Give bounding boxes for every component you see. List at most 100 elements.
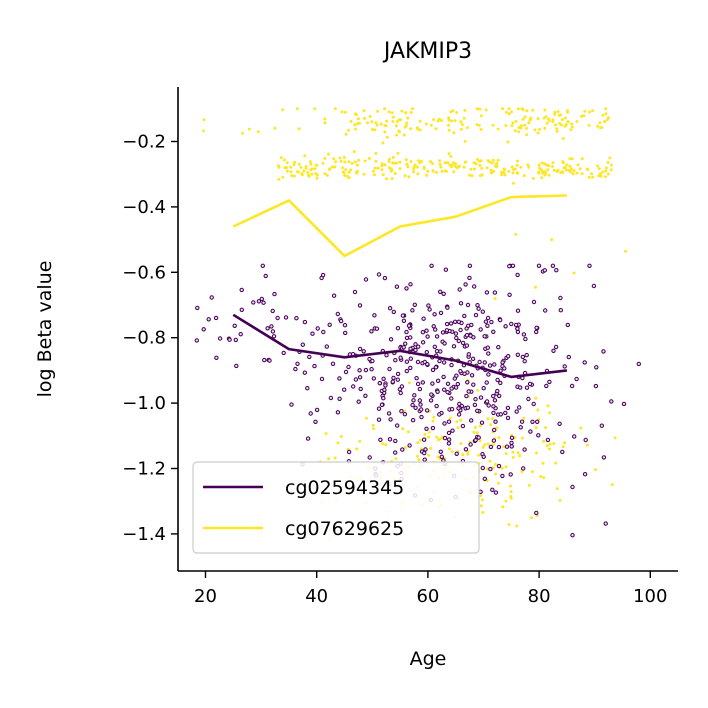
scatter-point-cg07629625 [525, 109, 529, 113]
scatter-point-cg07629625 [564, 168, 568, 172]
scatter-point-cg02594345 [443, 267, 449, 272]
scatter-point-cg07629625 [376, 166, 380, 170]
scatter-point-cg02594345 [554, 268, 559, 273]
scatter-point-cg02594345 [526, 396, 531, 402]
x-axis-label: Age [410, 648, 447, 670]
scatter-point-cg02594345 [465, 380, 470, 385]
scatter-point-cg07629625 [456, 166, 459, 170]
scatter-point-cg02594345 [507, 264, 512, 269]
scatter-point-cg07629625 [585, 443, 589, 447]
scatter-point-cg02594345 [331, 293, 337, 298]
scatter-point-cg07629625 [520, 470, 524, 474]
scatter-point-cg02594345 [408, 335, 413, 340]
scatter-point-cg02594345 [441, 374, 446, 380]
scatter-point-cg02594345 [395, 377, 400, 382]
scatter-point-cg02594345 [338, 318, 344, 324]
scatter-point-cg02594345 [435, 378, 441, 383]
scatter-point-cg02594345 [469, 373, 475, 378]
scatter-point-cg07629625 [391, 156, 395, 159]
scatter-point-cg02594345 [444, 321, 450, 327]
scatter-point-cg07629625 [430, 162, 434, 165]
scatter-point-cg02594345 [524, 385, 530, 390]
scatter-point-cg07629625 [385, 119, 389, 123]
scatter-point-cg02594345 [478, 395, 484, 400]
scatter-point-cg02594345 [393, 438, 398, 444]
scatter-point-cg02594345 [307, 354, 312, 360]
scatter-point-cg07629625 [447, 118, 451, 122]
scatter-point-cg07629625 [479, 174, 482, 178]
scatter-point-cg07629625 [530, 516, 534, 520]
scatter-point-cg07629625 [523, 115, 527, 119]
scatter-point-cg02594345 [519, 419, 525, 424]
scatter-point-cg07629625 [568, 157, 572, 161]
scatter-point-cg02594345 [434, 349, 440, 354]
scatter-point-cg07629625 [497, 436, 501, 440]
scatter-point-cg07629625 [330, 165, 334, 169]
scatter-point-cg02594345 [401, 318, 407, 323]
scatter-point-cg07629625 [401, 427, 405, 431]
scatter-point-cg02594345 [398, 390, 403, 396]
scatter-point-cg02594345 [422, 450, 427, 456]
scatter-point-cg07629625 [336, 441, 340, 445]
scatter-point-cg07629625 [552, 442, 556, 446]
scatter-point-cg02594345 [261, 300, 266, 305]
scatter-point-cg02594345 [428, 398, 434, 403]
scatter-point-cg02594345 [195, 305, 200, 311]
scatter-point-cg02594345 [518, 425, 523, 430]
scatter-point-cg02594345 [381, 376, 386, 381]
scatter-point-cg07629625 [466, 452, 470, 456]
scatter-point-cg02594345 [445, 305, 450, 310]
scatter-point-cg02594345 [490, 487, 495, 492]
scatter-point-cg07629625 [462, 165, 466, 169]
scatter-point-cg02594345 [433, 327, 438, 332]
scatter-point-cg07629625 [402, 409, 406, 413]
scatter-point-cg07629625 [423, 432, 427, 436]
scatter-point-cg07629625 [591, 175, 595, 179]
scatter-point-cg07629625 [500, 173, 504, 177]
scatter-layer [194, 107, 641, 541]
scatter-point-cg07629625 [387, 157, 391, 161]
scatter-point-cg07629625 [327, 152, 330, 156]
scatter-point-cg02594345 [498, 380, 503, 386]
scatter-point-cg07629625 [563, 441, 567, 445]
scatter-point-cg07629625 [332, 157, 336, 161]
scatter-point-cg07629625 [511, 456, 515, 459]
scatter-point-cg02594345 [442, 387, 447, 392]
scatter-point-cg07629625 [556, 110, 560, 114]
scatter-point-cg02594345 [513, 322, 519, 328]
scatter-point-cg02594345 [439, 454, 444, 459]
scatter-point-cg02594345 [408, 365, 413, 371]
scatter-point-cg02594345 [463, 447, 469, 452]
scatter-point-cg07629625 [434, 127, 438, 131]
scatter-point-cg02594345 [440, 330, 446, 335]
scatter-point-cg07629625 [440, 119, 443, 122]
scatter-point-cg07629625 [601, 113, 605, 117]
scatter-point-cg02594345 [369, 329, 374, 334]
scatter-point-cg02594345 [378, 437, 383, 442]
scatter-point-cg02594345 [553, 344, 559, 350]
scatter-point-cg02594345 [509, 440, 514, 446]
scatter-point-cg02594345 [636, 361, 641, 367]
scatter-point-cg07629625 [537, 163, 541, 167]
scatter-point-cg02594345 [557, 421, 562, 426]
scatter-point-cg07629625 [475, 431, 479, 435]
scatter-point-cg07629625 [406, 430, 410, 434]
scatter-point-cg07629625 [323, 156, 327, 160]
scatter-point-cg02594345 [410, 418, 416, 423]
scatter-point-cg02594345 [411, 398, 416, 403]
scatter-point-cg02594345 [542, 268, 547, 273]
scatter-point-cg02594345 [491, 329, 496, 334]
scatter-point-cg02594345 [305, 436, 311, 441]
scatter-point-cg02594345 [515, 272, 520, 278]
scatter-point-cg02594345 [388, 337, 394, 342]
scatter-point-cg07629625 [447, 123, 450, 127]
scatter-point-cg02594345 [454, 373, 459, 378]
scatter-point-cg07629625 [415, 165, 419, 169]
scatter-point-cg07629625 [327, 457, 331, 461]
scatter-point-cg02594345 [269, 324, 274, 329]
scatter-point-cg07629625 [463, 108, 467, 112]
scatter-point-cg02594345 [376, 417, 382, 422]
scatter-point-cg02594345 [514, 409, 519, 414]
scatter-point-cg02594345 [387, 366, 392, 372]
scatter-point-cg02594345 [234, 363, 239, 369]
